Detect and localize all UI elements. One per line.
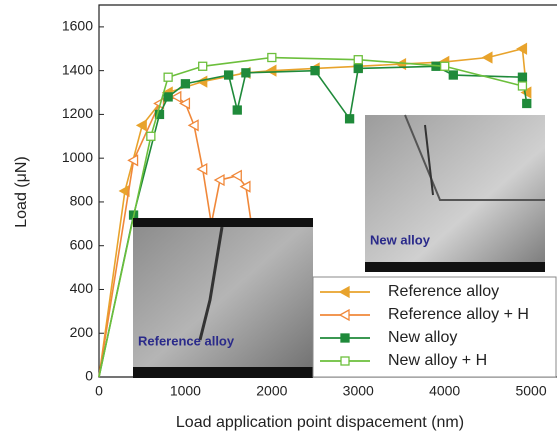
inset-label: Reference alloy [138, 333, 235, 348]
marker [354, 64, 362, 72]
marker [199, 62, 207, 70]
y-tick-label: 800 [70, 193, 94, 209]
legend-label: Reference alloy [388, 283, 499, 300]
legend-label: Reference alloy + H [388, 306, 529, 323]
marker [341, 357, 349, 365]
marker [346, 115, 354, 123]
y-axis-title: Load (μN) [13, 156, 30, 227]
marker [268, 54, 276, 62]
legend-label: New alloy [388, 329, 457, 346]
y-tick-label: 400 [70, 280, 94, 296]
sem-info-bar [133, 367, 313, 378]
marker [354, 56, 362, 64]
inset-new: New alloy [365, 115, 545, 272]
marker [164, 73, 172, 81]
marker [523, 99, 531, 107]
y-tick-label: 0 [85, 368, 93, 384]
sem-image [133, 218, 313, 378]
y-tick-label: 1600 [62, 18, 93, 34]
marker [189, 120, 198, 130]
marker [518, 82, 526, 90]
legend-label: New alloy + H [388, 352, 487, 369]
x-axis-title: Load application point dispacement (nm) [176, 414, 464, 431]
marker [517, 44, 526, 54]
legend: Reference alloy Reference alloy + H New al… [313, 277, 556, 377]
x-tick-label: 0 [95, 383, 103, 399]
sem-image-edge [133, 218, 313, 227]
marker [267, 66, 276, 76]
marker [232, 171, 241, 181]
y-tick-label: 1000 [62, 149, 93, 165]
marker [242, 69, 250, 77]
inset-reference: Reference alloy [133, 218, 313, 378]
y-tick-label: 200 [70, 324, 94, 340]
marker [225, 71, 233, 79]
inset-label: New alloy [370, 232, 431, 247]
marker [518, 73, 526, 81]
marker [441, 62, 449, 70]
x-tick-label: 3000 [343, 383, 374, 399]
marker [164, 93, 172, 101]
marker [311, 67, 319, 75]
x-tick-label: 5000 [515, 383, 546, 399]
x-tick-label: 1000 [170, 383, 201, 399]
sem-image [365, 115, 545, 272]
sem-info-bar [365, 262, 545, 272]
x-tick-label: 2000 [256, 383, 287, 399]
chart: 0 1000 2000 3000 4000 5000 0 200 400 600 800 1000 12… [0, 0, 557, 437]
y-tick-label: 1400 [62, 61, 93, 77]
marker [147, 132, 155, 140]
marker [233, 106, 241, 114]
marker [341, 334, 349, 342]
marker [181, 80, 189, 88]
x-tick-label: 4000 [429, 383, 460, 399]
y-tick-label: 1200 [62, 105, 93, 121]
marker [449, 71, 457, 79]
y-tick-label: 600 [70, 236, 94, 252]
marker [483, 53, 492, 63]
